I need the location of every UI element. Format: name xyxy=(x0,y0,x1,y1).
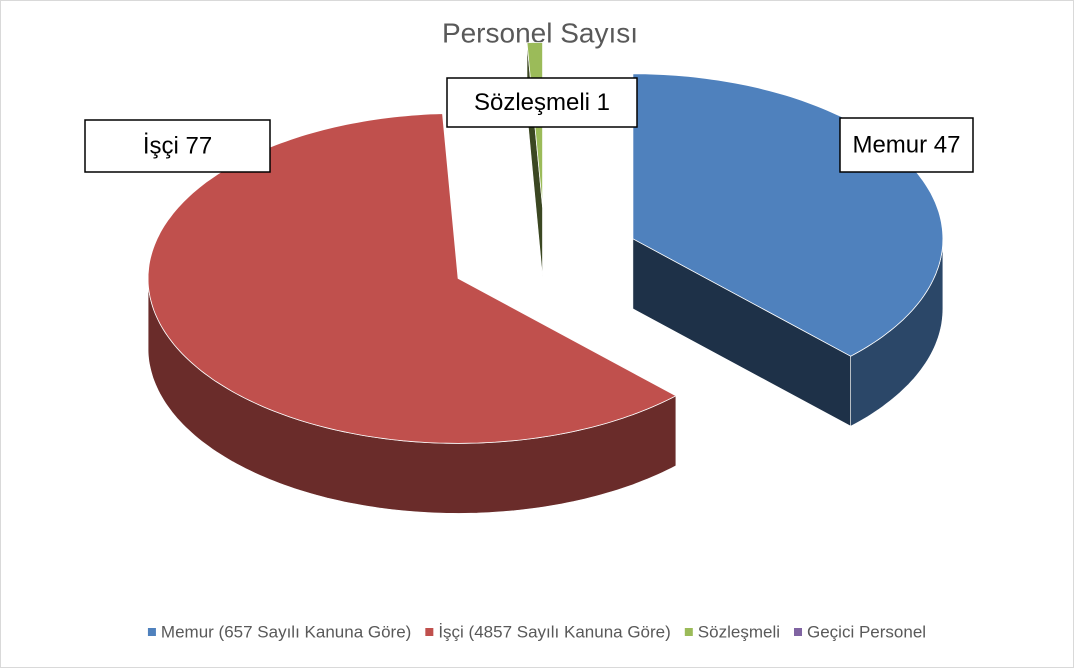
legend-swatch xyxy=(794,628,803,636)
legend: Memur (657 Sayılı Kanuna Göre) İşçi (4857… xyxy=(147,622,926,641)
legend-label: Geçici Personel xyxy=(807,622,926,641)
data-label-box xyxy=(446,77,638,128)
legend-swatch xyxy=(684,628,693,636)
legend-label: İşçi (4857 Sayılı Kanuna Göre) xyxy=(438,622,670,641)
data-label: Memur 47 xyxy=(852,131,960,158)
data-label-box xyxy=(84,119,271,173)
data-label: İşçi 77 xyxy=(143,132,212,159)
legend-swatch xyxy=(147,628,156,636)
data-label: Sözleşmeli 1 xyxy=(474,89,610,116)
legend-swatch xyxy=(425,628,434,636)
pie-slice xyxy=(147,113,677,514)
legend-label: Memur (657 Sayılı Kanuna Göre) xyxy=(161,622,411,641)
legend-label: Sözleşmeli xyxy=(698,622,780,641)
data-label-box xyxy=(839,117,974,173)
